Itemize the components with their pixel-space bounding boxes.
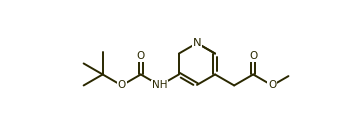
Text: O: O <box>137 51 145 61</box>
Text: NH: NH <box>152 80 168 90</box>
Text: O: O <box>268 80 276 90</box>
Text: O: O <box>118 80 126 90</box>
Text: O: O <box>249 51 257 61</box>
Text: N: N <box>193 38 201 48</box>
